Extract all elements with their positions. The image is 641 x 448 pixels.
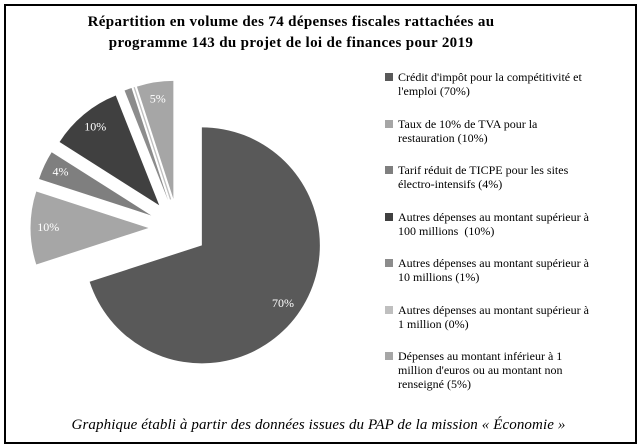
legend-marker-swatch <box>385 212 393 221</box>
legend-marker-swatch <box>385 259 393 267</box>
pie-slice-label: 10% <box>37 220 59 234</box>
source-caption: Graphique établi à partir des données is… <box>71 417 566 433</box>
legend: Crédit d'impôt pour la compétitivité et … <box>385 70 627 391</box>
legend-marker-swatch <box>385 119 393 128</box>
chart-title-line1: Répartition en volume des 74 dépenses fi… <box>87 14 495 30</box>
chart-border <box>4 4 637 444</box>
legend-marker-swatch <box>385 73 393 81</box>
chart-title: Répartition en volume des 74 dépenses fi… <box>0 12 582 54</box>
legend-item: Autres dépenses au montant supérieur à 1… <box>385 256 627 284</box>
legend-marker-swatch <box>385 305 393 314</box>
legend-label: Tarif réduit de TICPE pour les sites éle… <box>398 163 569 191</box>
legend-marker-swatch <box>385 352 393 360</box>
pie-slice-label: 10% <box>84 120 106 134</box>
pie-slice <box>30 191 149 265</box>
pie-slice-label: 5% <box>150 92 166 106</box>
legend-marker-swatch <box>385 166 393 174</box>
pie-slice <box>89 127 320 364</box>
chart-title-line2: programme 143 du projet de loi de financ… <box>108 35 474 51</box>
pie-slice-label: 70% <box>272 296 294 310</box>
legend-item: Tarif réduit de TICPE pour les sites éle… <box>385 163 627 191</box>
legend-label: Dépenses au montant inférieur à 1 millio… <box>398 349 563 391</box>
legend-label: Taux de 10% de TVA pour la restauration … <box>398 116 538 145</box>
pie-slice <box>59 95 160 206</box>
pie-slice-label: 4% <box>53 164 69 178</box>
legend-item: Autres dépenses au montant supérieur à 1… <box>385 210 627 238</box>
legend-label: Crédit d'impôt pour la compétitivité et … <box>398 70 582 98</box>
pie-slice <box>39 152 152 216</box>
legend-item: Dépenses au montant inférieur à 1 millio… <box>385 349 627 391</box>
pie-slice-zero <box>133 87 172 200</box>
legend-label: Autres dépenses au montant supérieur à 1… <box>398 209 589 238</box>
pie-slice <box>136 80 174 199</box>
pie-slice <box>124 88 169 201</box>
legend-item: Autres dépenses au montant supérieur à 1… <box>385 303 627 331</box>
legend-item: Crédit d'impôt pour la compétitivité et … <box>385 70 627 98</box>
legend-item: Taux de 10% de TVA pour la restauration … <box>385 117 627 145</box>
legend-label: Autres dépenses au montant supérieur à 1… <box>398 256 589 284</box>
legend-label: Autres dépenses au montant supérieur à 1… <box>398 302 589 331</box>
